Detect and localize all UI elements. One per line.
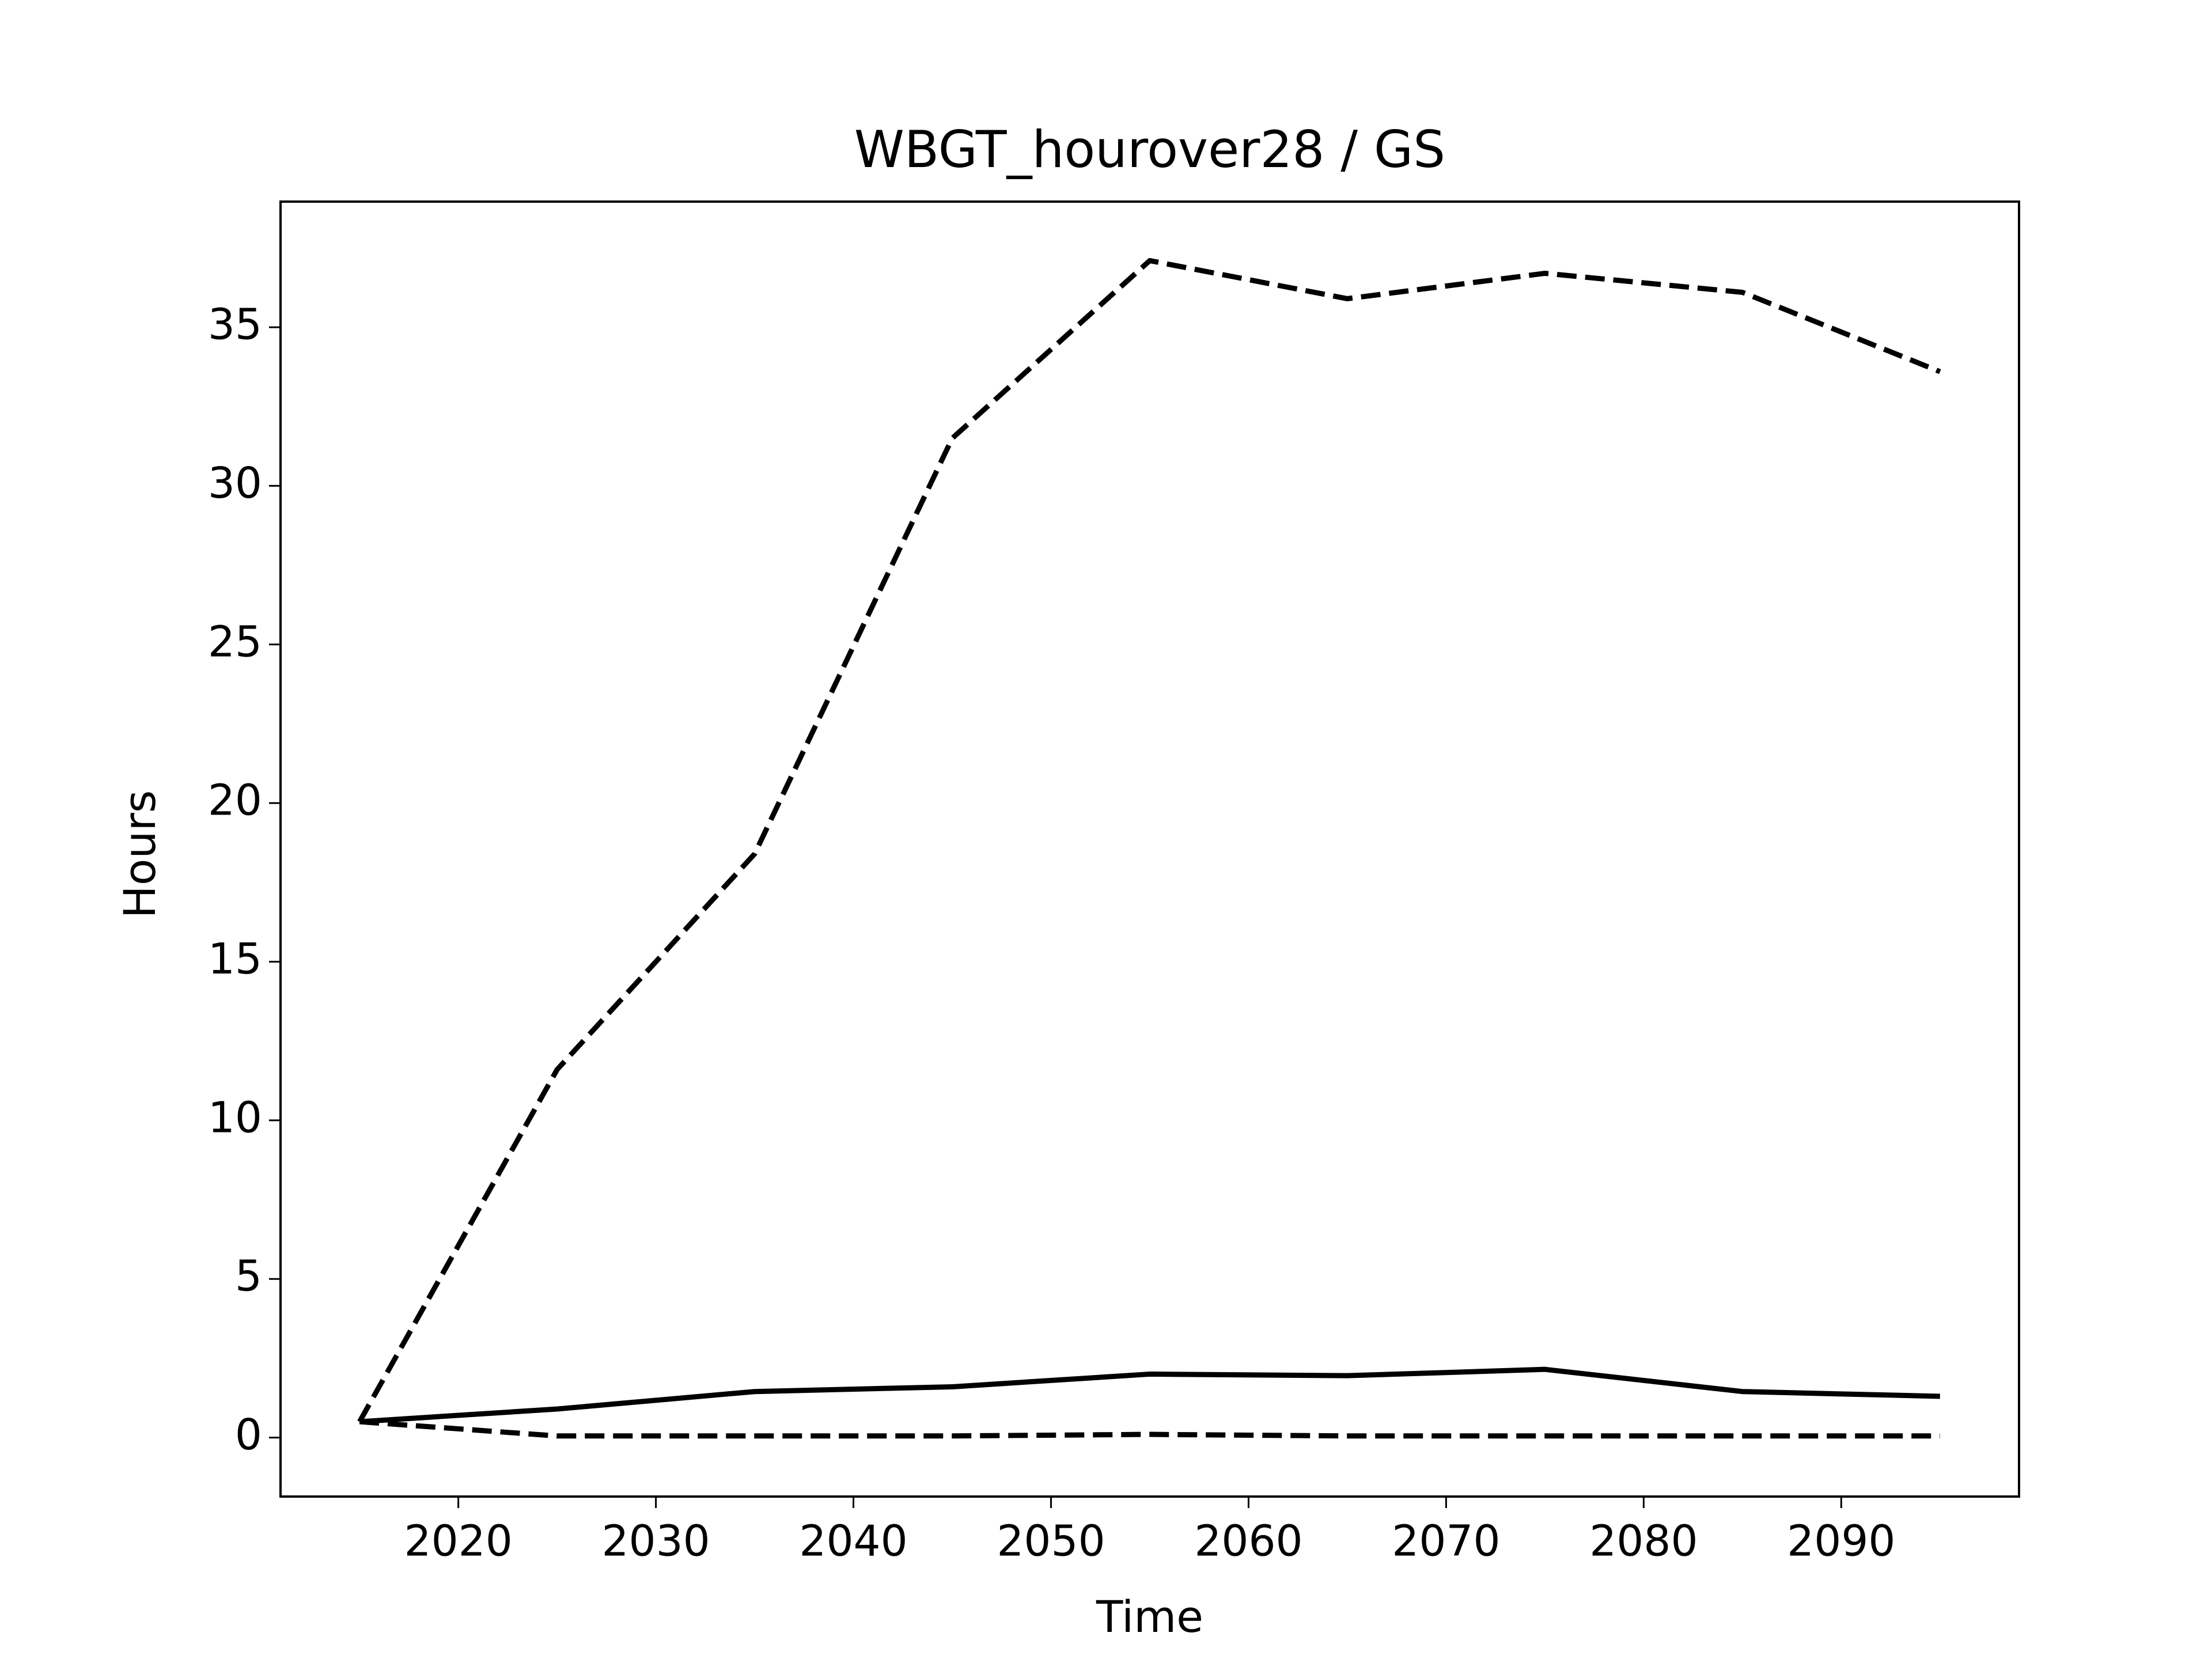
x-tick-label: 2050 — [997, 1517, 1105, 1566]
y-tick-label: 15 — [208, 934, 262, 984]
x-tick-label: 2060 — [1194, 1517, 1302, 1566]
y-tick-label: 5 — [235, 1252, 262, 1301]
x-tick-label: 2080 — [1589, 1517, 1698, 1566]
y-tick-label: 35 — [208, 300, 262, 350]
y-tick-label: 0 — [235, 1410, 262, 1460]
x-tick-label: 2030 — [601, 1517, 710, 1566]
y-tick-label: 25 — [208, 617, 262, 666]
data-line — [357, 257, 1941, 1423]
x-tick-label: 2040 — [799, 1517, 907, 1566]
x-tick-label: 2020 — [404, 1517, 512, 1566]
y-tick-label: 10 — [208, 1093, 262, 1142]
y-tick-label: 30 — [208, 459, 262, 508]
data-line — [359, 1366, 1940, 1425]
x-tick-label: 2090 — [1787, 1517, 1895, 1566]
y-axis-label: Hours — [114, 790, 165, 919]
y-tick-label: 20 — [208, 776, 262, 825]
plot-frame — [279, 200, 2020, 1498]
x-axis-label: Time — [1096, 1591, 1203, 1642]
data-line — [359, 1419, 1940, 1439]
chart-title: WBGT_hourover28 / GS — [854, 120, 1445, 179]
x-tick-label: 2070 — [1392, 1517, 1500, 1566]
